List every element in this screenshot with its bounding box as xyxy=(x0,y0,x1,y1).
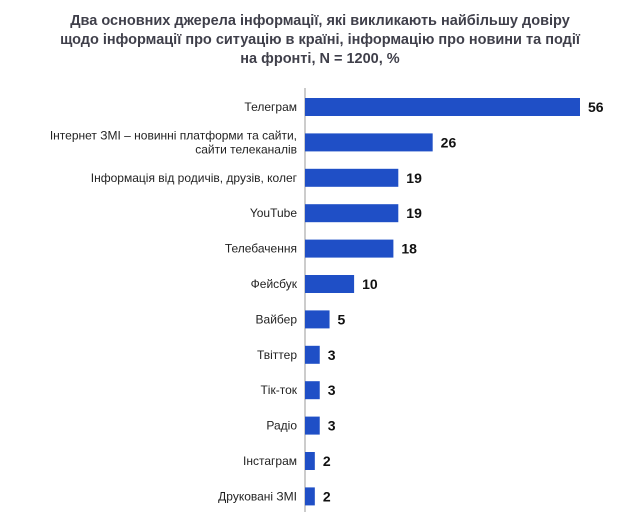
data-label: 2 xyxy=(323,488,331,504)
bar xyxy=(305,416,320,435)
category-label: Телебачення xyxy=(225,242,297,256)
bar xyxy=(305,204,399,223)
bar xyxy=(305,452,315,470)
bar xyxy=(305,310,330,329)
bar xyxy=(305,487,315,506)
bar xyxy=(305,275,355,293)
category-label-line: Інформація від родичів, друзів, колег xyxy=(91,171,298,185)
category-label-line: Інтернет ЗМІ – новинні платформи та сайт… xyxy=(50,128,297,142)
data-label: 2 xyxy=(323,453,331,469)
data-label: 18 xyxy=(401,241,417,257)
category-label-line: сайти телеканалів xyxy=(195,142,297,156)
bar xyxy=(305,345,320,364)
category-label: Радіо xyxy=(266,419,297,433)
category-label-line: Твіттер xyxy=(257,348,297,362)
chart-title: Два основних джерела інформації, які вик… xyxy=(60,13,580,67)
category-label-line: YouTube xyxy=(250,206,297,220)
data-label: 26 xyxy=(441,134,457,150)
category-label-line: Інстаграм xyxy=(243,454,297,468)
bar xyxy=(305,239,394,258)
data-label: 19 xyxy=(406,170,422,186)
data-label: 10 xyxy=(362,276,378,292)
bar xyxy=(305,381,320,400)
data-label: 3 xyxy=(328,382,336,398)
data-label: 3 xyxy=(328,347,336,363)
bar xyxy=(305,168,399,187)
category-label-line: Телеграм xyxy=(244,100,297,114)
category-label-line: Телебачення xyxy=(225,242,297,256)
category-label: Телеграм xyxy=(244,100,297,114)
category-label: Твіттер xyxy=(257,348,297,362)
data-label: 3 xyxy=(328,418,336,434)
category-label: Друковані ЗМІ xyxy=(218,489,297,503)
category-label-line: Радіо xyxy=(266,419,297,433)
category-label-line: Друковані ЗМІ xyxy=(218,489,297,503)
category-label: Тік-ток xyxy=(260,383,297,397)
data-label: 19 xyxy=(406,205,422,221)
category-label: Фейсбук xyxy=(251,277,298,291)
category-label: YouTube xyxy=(250,206,297,220)
category-label-line: Тік-ток xyxy=(260,383,297,397)
category-label: Інтернет ЗМІ – новинні платформи та сайт… xyxy=(50,128,297,156)
category-label: Інформація від родичів, друзів, колег xyxy=(91,171,298,185)
category-label-line: Фейсбук xyxy=(251,277,298,291)
data-label: 56 xyxy=(588,99,604,115)
bar xyxy=(305,133,433,152)
category-label: Інстаграм xyxy=(243,454,297,468)
category-label-line: Вайбер xyxy=(256,312,298,326)
category-label: Вайбер xyxy=(256,312,298,326)
bar xyxy=(305,98,580,116)
data-label: 5 xyxy=(338,311,346,327)
